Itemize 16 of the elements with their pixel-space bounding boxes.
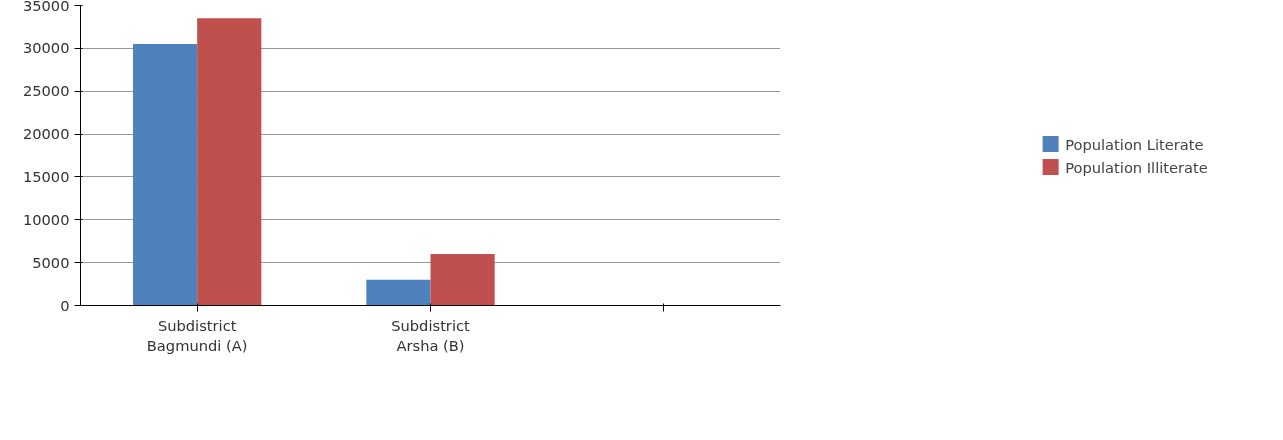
- bar: [197, 18, 262, 306]
- bar: [133, 44, 198, 306]
- bar: [366, 279, 431, 306]
- legend-label: Population Illiterate: [1065, 158, 1208, 175]
- x-tick-label: Subdistrict Arsha (B): [391, 316, 471, 354]
- y-tick-label: 35000: [22, 0, 70, 14]
- bar: [430, 254, 495, 306]
- x-tick-label: Subdistrict Bagmundi (A): [146, 316, 248, 354]
- y-tick-label: 0: [60, 296, 70, 314]
- y-tick-label: 15000: [22, 167, 70, 185]
- y-tick-label: 10000: [22, 210, 70, 228]
- y-tick-label: 5000: [32, 253, 70, 271]
- legend-label: Population Literate: [1065, 135, 1204, 152]
- y-tick-label: 20000: [22, 125, 70, 143]
- y-tick-label: 25000: [22, 82, 70, 100]
- y-tick-label: 30000: [22, 39, 70, 57]
